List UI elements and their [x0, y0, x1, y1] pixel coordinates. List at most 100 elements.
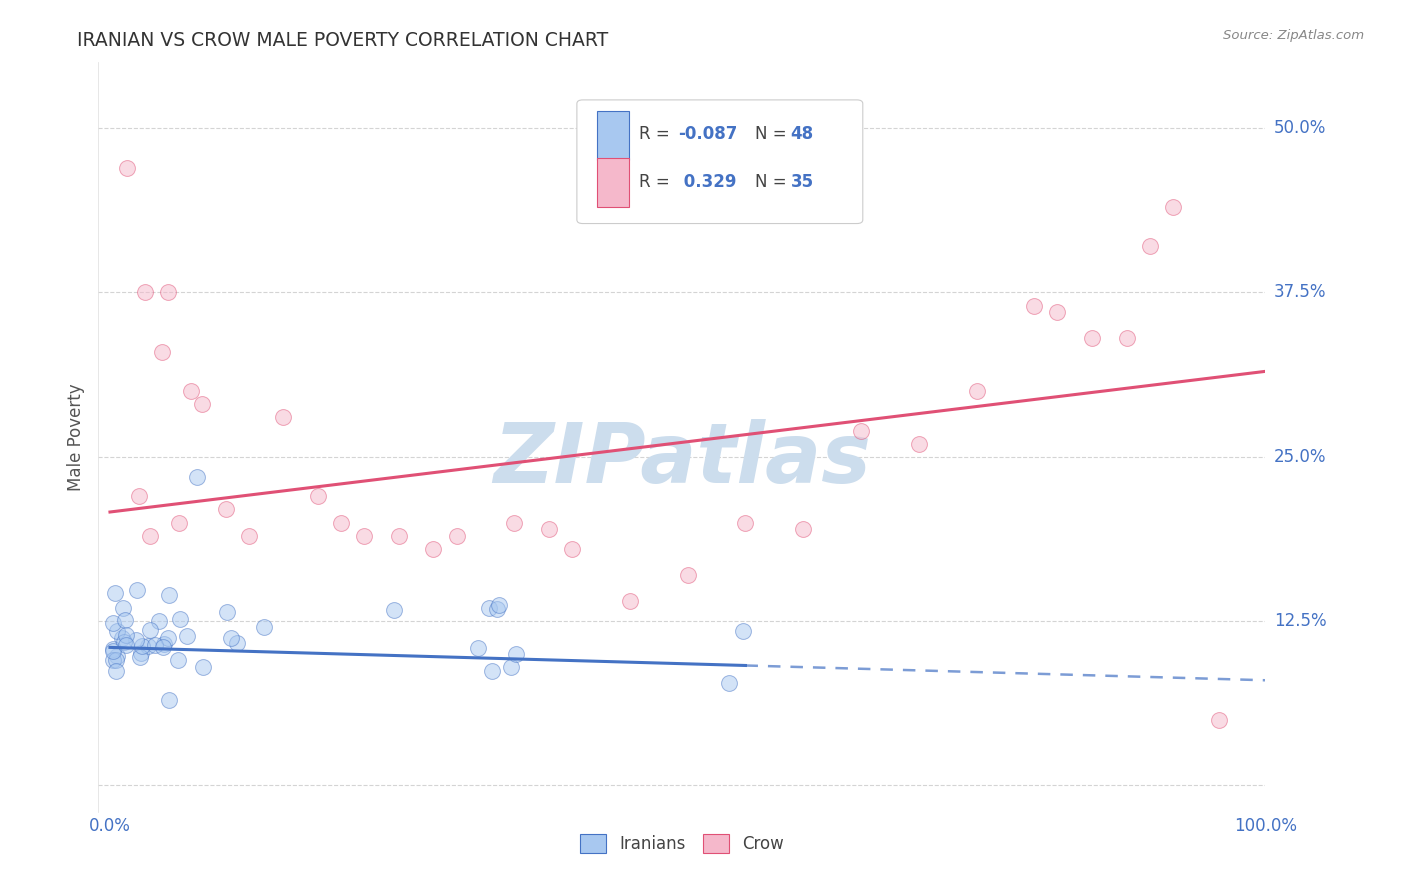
- Point: [136, 639, 159, 653]
- Text: R =: R =: [638, 125, 675, 143]
- Point: [169, 612, 191, 626]
- Point: [128, 650, 150, 665]
- Point: [115, 639, 138, 653]
- Text: 0.329: 0.329: [679, 173, 737, 191]
- Point: [112, 601, 135, 615]
- FancyBboxPatch shape: [596, 159, 630, 207]
- Point: [1046, 305, 1069, 319]
- Point: [499, 660, 522, 674]
- Point: [103, 615, 125, 630]
- Text: IRANIAN VS CROW MALE POVERTY CORRELATION CHART: IRANIAN VS CROW MALE POVERTY CORRELATION…: [77, 31, 609, 50]
- FancyBboxPatch shape: [576, 100, 863, 224]
- Point: [105, 624, 128, 638]
- Point: [849, 424, 872, 438]
- Point: [718, 676, 741, 690]
- Point: [734, 516, 756, 530]
- Point: [503, 516, 526, 530]
- Point: [143, 638, 166, 652]
- Point: [907, 436, 929, 450]
- Text: 37.5%: 37.5%: [1274, 284, 1326, 301]
- Point: [134, 285, 156, 300]
- Point: [486, 601, 509, 615]
- Point: [481, 664, 503, 678]
- Point: [537, 522, 560, 536]
- Y-axis label: Male Poverty: Male Poverty: [67, 384, 86, 491]
- Point: [388, 529, 411, 543]
- Point: [125, 632, 148, 647]
- Point: [1208, 713, 1230, 727]
- Point: [1115, 331, 1137, 345]
- Point: [1139, 239, 1161, 253]
- Point: [138, 624, 160, 638]
- Point: [148, 614, 170, 628]
- Point: [150, 344, 173, 359]
- Point: [114, 613, 136, 627]
- Point: [186, 469, 208, 483]
- Text: Source: ZipAtlas.com: Source: ZipAtlas.com: [1223, 29, 1364, 42]
- Point: [619, 594, 641, 608]
- Point: [105, 648, 128, 663]
- Point: [191, 397, 214, 411]
- Point: [271, 410, 294, 425]
- Point: [238, 529, 260, 543]
- Point: [156, 285, 179, 300]
- Point: [169, 516, 191, 530]
- Point: [103, 653, 125, 667]
- Point: [152, 640, 174, 654]
- Text: ZIPatlas: ZIPatlas: [494, 419, 870, 500]
- Text: 48: 48: [790, 125, 814, 143]
- Point: [103, 642, 125, 657]
- Point: [131, 639, 153, 653]
- Point: [488, 598, 510, 612]
- Point: [1161, 200, 1184, 214]
- Point: [733, 624, 755, 639]
- Point: [115, 628, 138, 642]
- Point: [467, 641, 489, 656]
- Legend: Iranians, Crow: Iranians, Crow: [572, 827, 792, 860]
- Point: [353, 529, 375, 543]
- Point: [112, 635, 135, 649]
- Point: [103, 644, 125, 658]
- Text: 35: 35: [790, 173, 814, 191]
- Point: [153, 637, 176, 651]
- Text: 50.0%: 50.0%: [1274, 120, 1326, 137]
- Point: [446, 529, 468, 543]
- Point: [253, 620, 276, 634]
- FancyBboxPatch shape: [596, 112, 630, 160]
- Text: R =: R =: [638, 173, 675, 191]
- Point: [221, 631, 243, 645]
- Point: [478, 601, 501, 615]
- Point: [157, 693, 180, 707]
- Point: [1024, 299, 1046, 313]
- Text: -0.087: -0.087: [679, 125, 738, 143]
- Text: 12.5%: 12.5%: [1274, 612, 1326, 630]
- Point: [117, 161, 139, 175]
- Point: [129, 646, 152, 660]
- Point: [139, 529, 162, 543]
- Point: [104, 652, 127, 666]
- Point: [111, 632, 134, 646]
- Point: [561, 541, 583, 556]
- Point: [128, 489, 150, 503]
- Point: [193, 660, 215, 674]
- Point: [792, 522, 814, 536]
- Point: [422, 541, 444, 556]
- Text: N =: N =: [755, 173, 793, 191]
- Point: [215, 605, 238, 619]
- Point: [180, 384, 202, 398]
- Point: [966, 384, 988, 398]
- Point: [157, 588, 180, 602]
- Point: [176, 629, 198, 643]
- Text: N =: N =: [755, 125, 793, 143]
- Point: [125, 583, 148, 598]
- Point: [382, 603, 405, 617]
- Point: [214, 502, 236, 516]
- Point: [1081, 331, 1104, 345]
- Point: [226, 635, 249, 649]
- Point: [676, 568, 699, 582]
- Point: [330, 516, 353, 530]
- Text: 25.0%: 25.0%: [1274, 448, 1326, 466]
- Point: [167, 653, 190, 667]
- Point: [104, 664, 127, 678]
- Point: [307, 489, 329, 503]
